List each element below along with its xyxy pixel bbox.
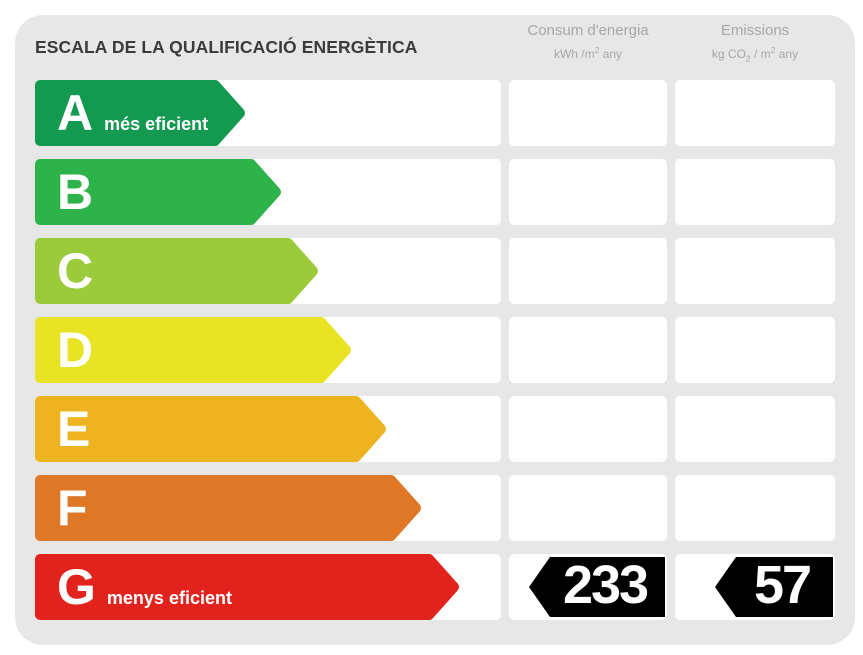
scale-arrow-f: F [35, 475, 421, 541]
scale-row-f: F [35, 475, 835, 541]
emissions-cell-e [675, 396, 835, 462]
scale-row-g: G menys eficient 233 57 [35, 554, 835, 620]
scale-row-b: B [35, 159, 835, 225]
emissions-cell-a [675, 80, 835, 146]
scale-arrow-g: G menys eficient [35, 554, 459, 620]
energy-rating-card: ESCALA DE LA QUALIFICACIÓ ENERGÈTICA Con… [15, 15, 855, 645]
scale-row-c: C [35, 238, 835, 304]
scale-cell-g: G menys eficient [35, 554, 501, 620]
emissions-cell-f [675, 475, 835, 541]
consum-cell-f [509, 475, 667, 541]
grade-letter-a: A [57, 85, 94, 141]
consum-cell-b [509, 159, 667, 225]
grade-letter-b: B [57, 164, 94, 220]
emissions-value-badge: 57 [715, 557, 833, 617]
consum-cell-e [509, 396, 667, 462]
scale-cell-d: D [35, 317, 501, 383]
scale-arrow-e: E [35, 396, 386, 462]
scale-cell-e: E [35, 396, 501, 462]
grade-letter-f: F [57, 480, 88, 536]
emissions-cell-d [675, 317, 835, 383]
consum-unit: kWh /m2 any [553, 45, 623, 61]
consum-value-badge: 233 [529, 557, 665, 617]
grade-letter-c: C [57, 243, 94, 299]
scale-cell-b: B [35, 159, 501, 225]
scale-arrow-c: C [35, 238, 318, 304]
consum-cell-a [509, 80, 667, 146]
emissions-cell-b [675, 159, 835, 225]
scale-row-a: A més eficient [35, 80, 835, 146]
grade-note-g: menys eficient [106, 588, 232, 608]
scale-arrow-a: A més eficient [35, 80, 245, 146]
page-title: ESCALA DE LA QUALIFICACIÓ ENERGÈTICA [35, 37, 418, 57]
scale-arrow-b: B [35, 159, 281, 225]
scale-arrow-d: D [35, 317, 351, 383]
emissions-value: 57 [753, 555, 812, 615]
consum-value: 233 [562, 555, 649, 615]
scale-cell-c: C [35, 238, 501, 304]
column-header-consum: Consum d'energia kWh /m2 any [509, 15, 667, 80]
grade-letter-e: E [57, 401, 91, 457]
consum-label: Consum d'energia [527, 22, 649, 39]
grade-note-a: més eficient [104, 114, 209, 134]
emissions-cell-g: 57 [675, 554, 835, 620]
consum-cell-c [509, 238, 667, 304]
scale-row-d: D [35, 317, 835, 383]
scale-cell-f: F [35, 475, 501, 541]
scale-cell-a: A més eficient [35, 80, 501, 146]
emissions-unit: kg CO2 / m2 any [711, 45, 799, 64]
card-header: ESCALA DE LA QUALIFICACIÓ ENERGÈTICA Con… [35, 15, 835, 80]
scale-row-e: E [35, 396, 835, 462]
consum-cell-d [509, 317, 667, 383]
emissions-cell-c [675, 238, 835, 304]
emissions-label: Emissions [720, 22, 790, 39]
grade-letter-d: D [57, 322, 94, 378]
column-header-emissions: Emissions kg CO2 / m2 any [675, 15, 835, 80]
consum-cell-g: 233 [509, 554, 667, 620]
grade-letter-g: G [57, 559, 96, 615]
